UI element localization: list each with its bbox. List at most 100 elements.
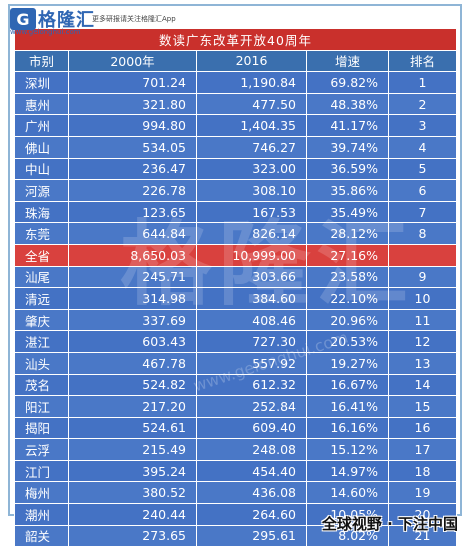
growth-cell: 39.74% <box>306 135 389 159</box>
table-row: 佛山 534.05 746.27 39.74% 4 <box>14 135 457 159</box>
value-2016-cell: 10,999.00 <box>196 243 307 267</box>
city-name-cell: 河源 <box>14 179 69 202</box>
header-rank: 排名 <box>388 49 457 73</box>
rank-cell: 18 <box>388 459 457 483</box>
logo-mark-icon: G <box>10 8 36 30</box>
header-2016: 2016 <box>196 49 307 73</box>
value-2000-cell: 701.24 <box>68 71 197 94</box>
city-name-cell: 肇庆 <box>14 308 69 332</box>
table-row: 江门 395.24 454.40 14.97% 18 <box>14 459 457 483</box>
value-2016-cell: 1,190.84 <box>196 71 307 94</box>
city-name-cell: 阳江 <box>14 395 69 418</box>
table-row: 湛江 603.43 727.30 20.53% 12 <box>14 330 457 353</box>
city-name-cell: 珠海 <box>14 200 69 224</box>
table-row: 深圳 701.24 1,190.84 69.82% 1 <box>14 71 457 94</box>
province-total-row: 全省 8,650.03 10,999.00 27.16% <box>14 243 457 267</box>
table-row: 梅州 380.52 436.08 14.60% 19 <box>14 481 457 505</box>
value-2000-cell: 395.24 <box>68 459 197 483</box>
table-row: 清远 314.98 384.60 22.10% 10 <box>14 287 457 310</box>
rank-cell: 9 <box>388 265 457 289</box>
table-row: 汕尾 245.71 303.66 23.58% 9 <box>14 265 457 289</box>
growth-cell: 16.16% <box>306 416 389 440</box>
table-header-row: 市别 2000年 2016 增速 排名 <box>14 49 457 73</box>
rank-cell: 7 <box>388 200 457 224</box>
table-row: 东莞 644.84 826.14 28.12% 8 <box>14 222 457 245</box>
value-2016-cell: 1,404.35 <box>196 114 307 137</box>
value-2016-cell: 167.53 <box>196 200 307 224</box>
footer-slogan: 全球视野 · 下注中国 <box>321 515 458 533</box>
value-2000-cell: 994.80 <box>68 114 197 137</box>
value-2000-cell: 644.84 <box>68 222 197 245</box>
value-2016-cell: 557.92 <box>196 351 307 375</box>
growth-cell: 19.27% <box>306 351 389 375</box>
value-2000-cell: 226.78 <box>68 179 197 202</box>
rank-cell: 16 <box>388 416 457 440</box>
city-name-cell: 惠州 <box>14 92 69 116</box>
growth-cell: 20.53% <box>306 330 389 353</box>
city-name-cell: 广州 <box>14 114 69 137</box>
city-name-cell: 江门 <box>14 459 69 483</box>
growth-cell: 15.12% <box>306 438 389 461</box>
value-2000-cell: 217.20 <box>68 395 197 418</box>
rank-cell: 5 <box>388 157 457 181</box>
value-2016-cell: 264.60 <box>196 503 307 526</box>
value-2000-cell: 245.71 <box>68 265 197 289</box>
value-2016-cell: 826.14 <box>196 222 307 245</box>
rank-cell: 11 <box>388 308 457 332</box>
value-2016-cell: 248.08 <box>196 438 307 461</box>
growth-cell: 48.38% <box>306 92 389 116</box>
value-2000-cell: 240.44 <box>68 503 197 526</box>
city-name-cell: 中山 <box>14 157 69 181</box>
city-name-cell: 汕头 <box>14 351 69 375</box>
rank-cell: 12 <box>388 330 457 353</box>
value-2016-cell: 746.27 <box>196 135 307 159</box>
rank-cell: 14 <box>388 373 457 397</box>
value-2016-cell: 436.08 <box>196 481 307 505</box>
table-row: 云浮 215.49 248.08 15.12% 17 <box>14 438 457 461</box>
rank-cell: 3 <box>388 114 457 137</box>
logo-tagline: 更多研报请关注格隆汇App <box>92 15 176 23</box>
growth-cell: 35.86% <box>306 179 389 202</box>
value-2016-cell: 252.84 <box>196 395 307 418</box>
growth-cell: 41.17% <box>306 114 389 137</box>
city-name-cell: 全省 <box>14 243 69 267</box>
growth-cell: 20.96% <box>306 308 389 332</box>
value-2000-cell: 215.49 <box>68 438 197 461</box>
table-body: 数读广东改革开放40周年 市别 2000年 2016 增速 排名 深圳 701.2… <box>14 28 457 547</box>
value-2016-cell: 384.60 <box>196 287 307 310</box>
header-city: 市别 <box>14 49 69 73</box>
table-row: 珠海 123.65 167.53 35.49% 7 <box>14 200 457 224</box>
rank-cell: 15 <box>388 395 457 418</box>
value-2016-cell: 454.40 <box>196 459 307 483</box>
rank-cell: 17 <box>388 438 457 461</box>
value-2016-cell: 308.10 <box>196 179 307 202</box>
city-name-cell: 茂名 <box>14 373 69 397</box>
rank-cell: 4 <box>388 135 457 159</box>
table-title-row: 数读广东改革开放40周年 <box>14 28 457 51</box>
value-2000-cell: 314.98 <box>68 287 197 310</box>
value-2000-cell: 236.47 <box>68 157 197 181</box>
value-2000-cell: 337.69 <box>68 308 197 332</box>
city-name-cell: 佛山 <box>14 135 69 159</box>
rank-cell: 13 <box>388 351 457 375</box>
table-row: 汕头 467.78 557.92 19.27% 13 <box>14 351 457 375</box>
value-2000-cell: 8,650.03 <box>68 243 197 267</box>
value-2016-cell: 303.66 <box>196 265 307 289</box>
value-2000-cell: 603.43 <box>68 330 197 353</box>
growth-cell: 28.12% <box>306 222 389 245</box>
growth-cell: 16.67% <box>306 373 389 397</box>
city-name-cell: 揭阳 <box>14 416 69 440</box>
growth-cell: 16.41% <box>306 395 389 418</box>
rank-cell: 19 <box>388 481 457 505</box>
growth-cell: 22.10% <box>306 287 389 310</box>
table-row: 阳江 217.20 252.84 16.41% 15 <box>14 395 457 418</box>
rank-cell <box>388 243 457 267</box>
value-2016-cell: 323.00 <box>196 157 307 181</box>
city-name-cell: 湛江 <box>14 330 69 353</box>
table-row: 肇庆 337.69 408.46 20.96% 11 <box>14 308 457 332</box>
city-name-cell: 潮州 <box>14 503 69 526</box>
growth-cell: 10.05% <box>306 503 389 526</box>
table-row: 茂名 524.82 612.32 16.67% 14 <box>14 373 457 397</box>
table-row: 揭阳 524.61 609.40 16.16% 16 <box>14 416 457 440</box>
rank-cell: 10 <box>388 287 457 310</box>
